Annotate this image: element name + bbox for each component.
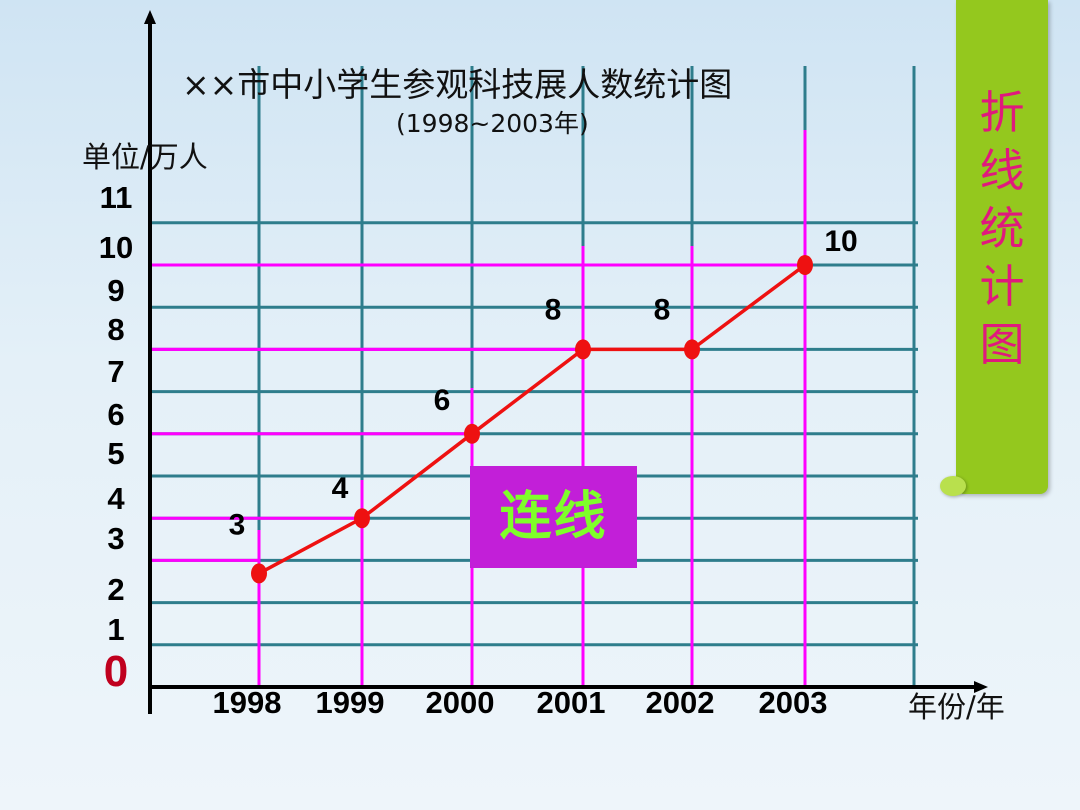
y-axis-unit-label: 单位/万人 [82, 140, 208, 174]
data-point [684, 339, 700, 360]
data-label: 8 [545, 293, 562, 326]
chart-type-banner: 折 线 统 计 图 [956, 0, 1048, 494]
banner-text: 折 线 统 计 图 [956, 84, 1048, 374]
banner-char: 线 [979, 144, 1025, 197]
data-label: 3 [229, 508, 246, 541]
x-axis-arrow [974, 681, 988, 693]
banner-curl-decoration [940, 476, 966, 496]
y-tick-label: 9 [107, 273, 124, 308]
data-label: 4 [332, 472, 349, 505]
x-tick-label: 1999 [316, 685, 385, 720]
chart-subtitle: (1998~2003年) [396, 109, 589, 138]
data-point [464, 423, 480, 444]
connect-callout-box: 连线 [470, 466, 637, 568]
y-tick-label: 4 [107, 481, 125, 516]
x-tick-label: 2003 [759, 685, 828, 720]
x-tick-label: 2001 [537, 685, 606, 720]
banner-char: 图 [979, 318, 1025, 371]
data-label: 6 [434, 384, 451, 417]
y-tick-label: 10 [99, 230, 133, 265]
series-line [258, 263, 807, 575]
banner-char: 计 [979, 260, 1025, 313]
y-tick-label: 5 [107, 436, 124, 471]
x-axis-unit-label: 年份/年 [908, 690, 1005, 724]
y-tick-label: 7 [107, 354, 124, 389]
x-tick-label: 2000 [426, 685, 495, 720]
y-tick-label: 11 [100, 180, 133, 215]
data-point [354, 508, 370, 529]
y-tick-label: 1 [107, 612, 124, 647]
data-label: 8 [654, 293, 671, 326]
data-point [797, 255, 813, 275]
y-axis-arrow [144, 10, 156, 24]
y-tick-label: 2 [107, 572, 124, 607]
y-tick-label: 3 [107, 521, 124, 556]
data-point [575, 339, 591, 360]
y-tick-label: 6 [107, 397, 124, 432]
banner-char: 折 [979, 86, 1025, 139]
y-tick-label: 8 [107, 312, 124, 347]
data-point [251, 563, 267, 584]
x-tick-label: 1998 [213, 685, 282, 720]
y-tick-label: 0 [104, 647, 128, 696]
data-label: 10 [824, 225, 857, 258]
banner-char: 统 [979, 202, 1025, 255]
x-tick-label: 2002 [646, 685, 715, 720]
chart-title: ××市中小学生参观科技展人数统计图 [182, 65, 733, 104]
